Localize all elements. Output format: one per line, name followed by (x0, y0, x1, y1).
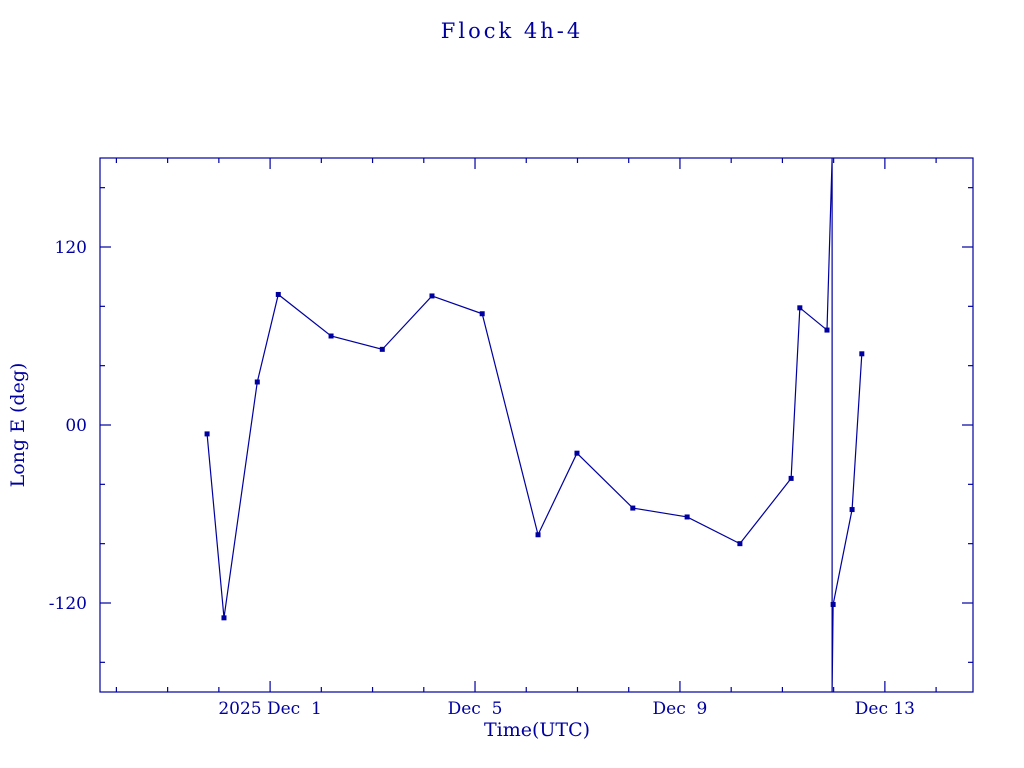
data-point-marker (830, 601, 836, 607)
data-point-marker (535, 532, 541, 538)
data-point-marker (254, 379, 260, 385)
plot-frame (99, 157, 974, 693)
x-axis-label: Time(UTC) (484, 719, 590, 741)
tick-label: 00 (65, 416, 87, 436)
tick-label: Dec 13 (855, 699, 915, 719)
y-axis-label: Long E (deg) (7, 363, 29, 488)
tick-label: 2025 Dec 1 (218, 699, 322, 719)
data-point-marker (429, 293, 435, 299)
data-point-marker (275, 291, 281, 297)
data-point-marker (684, 514, 690, 520)
data-point-marker (788, 475, 794, 481)
data-point-marker (328, 333, 334, 339)
tick-label: Dec 9 (653, 699, 708, 719)
data-series (204, 157, 865, 693)
data-point-marker (824, 327, 830, 333)
tick-label: -120 (49, 594, 87, 614)
series-line (206, 157, 863, 693)
axis-ticks (100, 158, 973, 692)
data-point-marker (221, 615, 227, 621)
data-point-marker (849, 507, 855, 513)
data-point-marker (479, 311, 485, 317)
data-point-marker (204, 431, 210, 437)
tick-label: 120 (55, 238, 87, 258)
data-point-marker (737, 541, 743, 547)
chart-title: Flock 4h-4 (441, 19, 583, 43)
axis-tick-labels: 2025 Dec 1 Dec 5 Dec 9 Dec 13 -120 00 120 (49, 238, 915, 719)
tick-label: Dec 5 (448, 699, 503, 719)
data-point-marker (797, 305, 803, 311)
data-point-marker (630, 505, 636, 511)
data-point-marker (574, 450, 580, 456)
data-point-marker (859, 351, 865, 357)
data-point-marker (379, 346, 385, 352)
